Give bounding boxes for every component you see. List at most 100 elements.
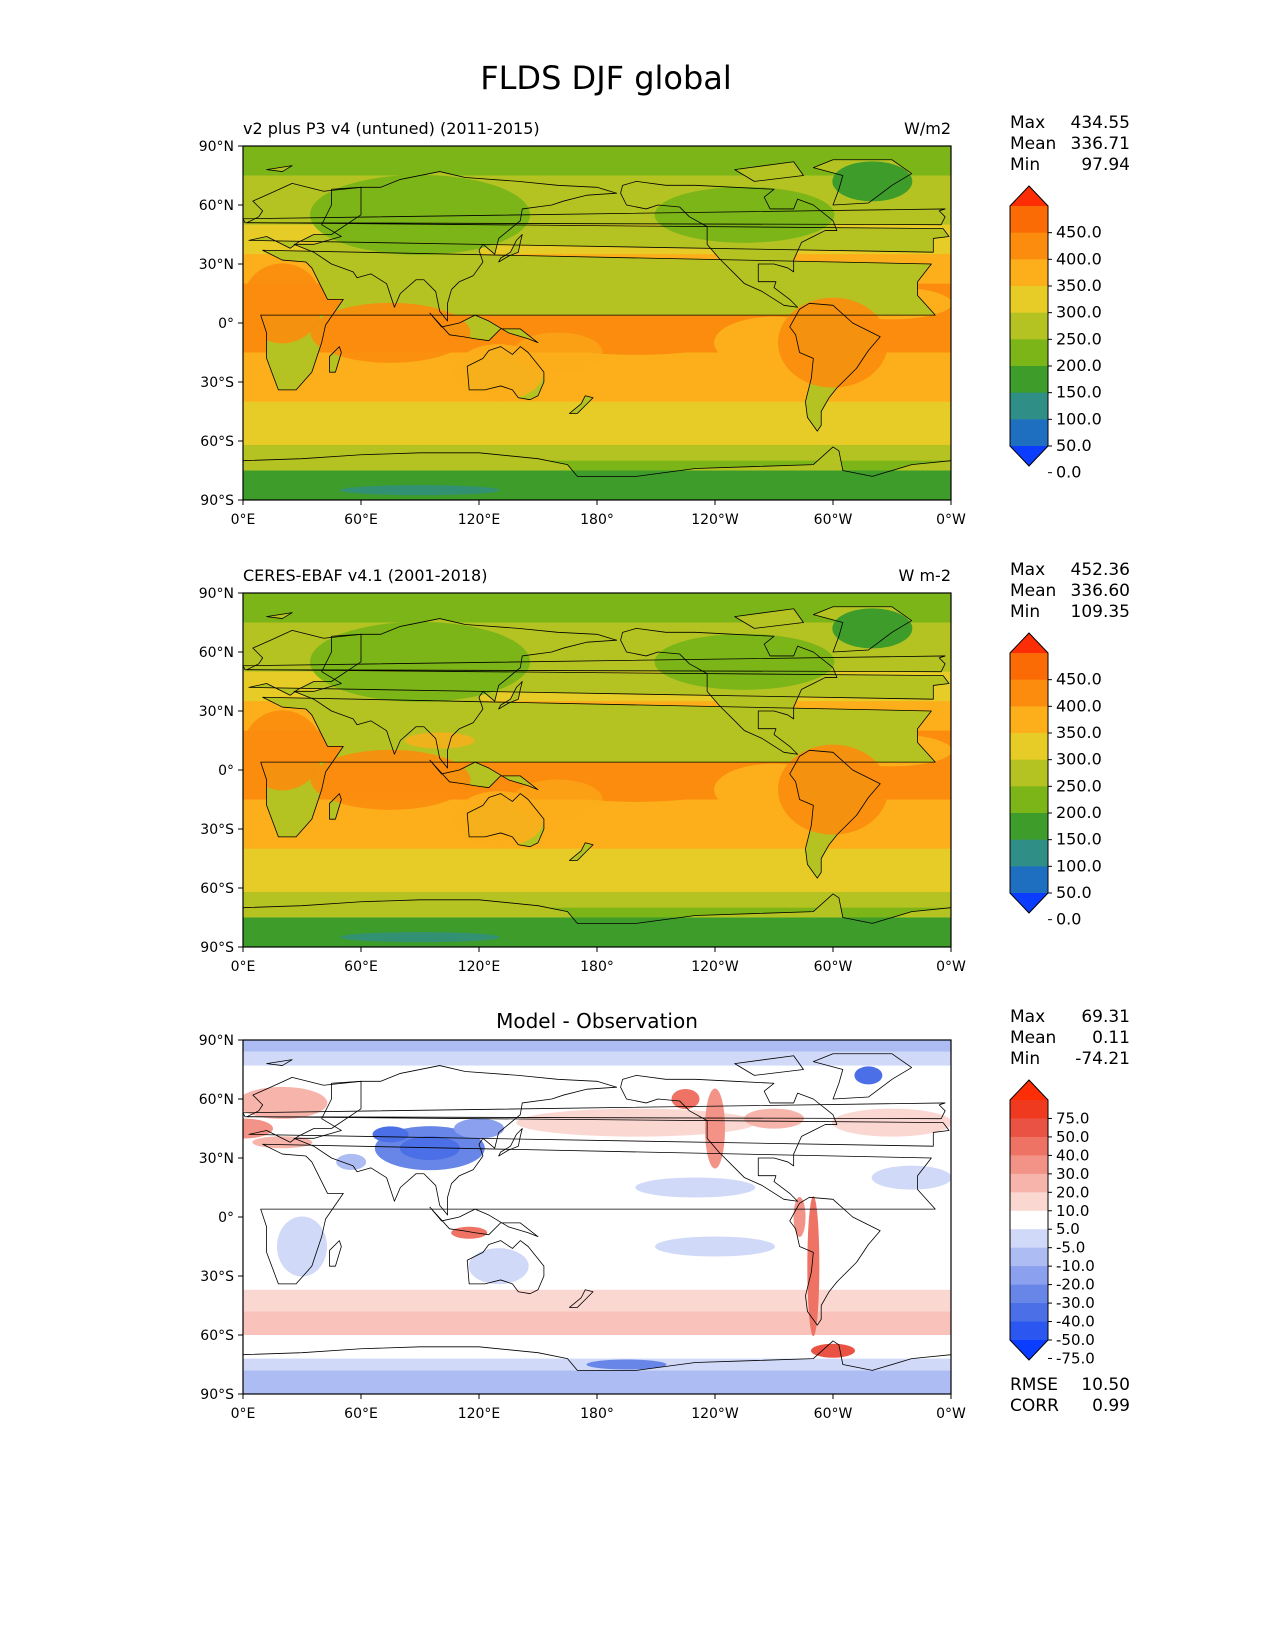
- colorbar-label: 50.0: [1056, 436, 1092, 455]
- x-tick-label: 120°E: [458, 1406, 501, 1422]
- x-tick-label: 60°W: [814, 1406, 853, 1422]
- colorbar-label: 150.0: [1056, 383, 1102, 402]
- colorbar-segment: [1010, 1266, 1048, 1286]
- x-tick-label: 180°: [580, 512, 614, 528]
- y-tick-label: 60°S: [200, 881, 234, 897]
- x-tick-label: 0°W: [936, 959, 966, 975]
- colorbar-segment: [1010, 366, 1048, 394]
- y-tick-label: 30°N: [199, 257, 234, 273]
- stat-label: Min: [1010, 602, 1040, 622]
- colorbar-segment: [1010, 1247, 1048, 1267]
- y-tick-label: 90°S: [200, 940, 234, 956]
- colorbar-label: 450.0: [1056, 670, 1102, 689]
- colorbar-extend-max: [1010, 1080, 1048, 1100]
- colorbar-label: 5.0: [1056, 1220, 1080, 1238]
- stat-value: 336.60: [1071, 581, 1130, 601]
- colorbar-segment: [1010, 419, 1048, 447]
- panel-left-title: v2 plus P3 v4 (untuned) (2011-2015): [243, 119, 540, 138]
- x-tick-label: 0°W: [936, 512, 966, 528]
- colorbar-extend-max: [1010, 633, 1048, 653]
- colorbar-extend-min: [1010, 1340, 1048, 1360]
- colorbar-segment: [1010, 232, 1048, 260]
- map-field: [243, 146, 951, 500]
- colorbar-label: -10.0: [1056, 1257, 1095, 1275]
- colorbar-segment: [1010, 206, 1048, 234]
- colorbar-label: -20.0: [1056, 1276, 1095, 1294]
- figure-title: FLDS DJF global: [480, 59, 732, 97]
- x-tick-label: 180°: [580, 1406, 614, 1422]
- colorbar-label: 75.0: [1056, 1109, 1089, 1127]
- x-tick-label: 120°E: [458, 512, 501, 528]
- x-tick-label: 60°E: [344, 959, 378, 975]
- colorbar-segment: [1010, 1229, 1048, 1249]
- colorbar-extend-max: [1010, 186, 1048, 206]
- colorbar-segment: [1010, 1100, 1048, 1119]
- colorbar: 450.0 400.0 350.0 300.0 250.0 200.0 150.0 100.0…: [1009, 632, 1102, 929]
- extra-stat-label: RMSE: [1010, 1375, 1058, 1395]
- colorbar-label: 20.0: [1056, 1183, 1089, 1201]
- x-tick-label: 0°E: [231, 1406, 256, 1422]
- colorbar-segment: [1010, 259, 1048, 287]
- stat-label: Max: [1010, 113, 1045, 133]
- colorbar-segment: [1010, 866, 1048, 894]
- x-tick-label: 120°W: [691, 1406, 739, 1422]
- y-tick-label: 0°: [218, 763, 234, 779]
- panel-1: 90°N 60°N 30°N 0° 30°S 60°S 90°S 0°E 60°E 120°E 18…: [199, 113, 1130, 528]
- colorbar-segment: [1010, 1321, 1048, 1341]
- y-tick-label: 60°N: [199, 645, 234, 661]
- colorbar-segment: [1010, 286, 1048, 314]
- panel-units: W/m2: [904, 119, 951, 138]
- colorbar-label: 300.0: [1056, 750, 1102, 769]
- colorbar-label: -50.0: [1056, 1331, 1095, 1349]
- colorbar-segment: [1010, 392, 1048, 420]
- x-tick-label: 60°W: [814, 512, 853, 528]
- x-tick-label: 0°E: [231, 512, 256, 528]
- colorbar-extend-min: [1010, 893, 1048, 913]
- panel-center-title: Model - Observation: [496, 1009, 698, 1033]
- x-tick-label: 60°E: [344, 1406, 378, 1422]
- stat-label: Mean: [1010, 581, 1056, 601]
- coastlines: [243, 1053, 951, 1394]
- colorbar-label: 0.0: [1056, 463, 1081, 482]
- stats-block: Max 434.55 Mean 336.71 Min 97.94: [1010, 113, 1130, 175]
- stat-label: Max: [1010, 560, 1045, 580]
- colorbar: 450.0 400.0 350.0 300.0 250.0 200.0 150.0 100.0…: [1009, 185, 1102, 482]
- colorbar-segment: [1010, 1136, 1048, 1156]
- colorbar-label: 250.0: [1056, 776, 1102, 795]
- y-tick-label: 60°S: [200, 434, 234, 450]
- colorbar-label: -30.0: [1056, 1294, 1095, 1312]
- y-tick-label: 30°S: [200, 1269, 234, 1285]
- y-tick-label: 60°N: [199, 198, 234, 214]
- map-field: [243, 1040, 951, 1394]
- stat-value: 69.31: [1081, 1007, 1130, 1027]
- colorbar-segment: [1010, 1192, 1048, 1212]
- extra-stat-value: 10.50: [1081, 1375, 1130, 1395]
- x-tick-label: 180°: [580, 959, 614, 975]
- y-tick-label: 30°S: [200, 375, 234, 391]
- colorbar-label: -5.0: [1056, 1239, 1085, 1257]
- colorbar-label: 300.0: [1056, 303, 1102, 322]
- colorbar-label: 350.0: [1056, 276, 1102, 295]
- colorbar-label: 450.0: [1056, 223, 1102, 242]
- colorbar-label: 50.0: [1056, 883, 1092, 902]
- colorbar-label: 100.0: [1056, 409, 1102, 428]
- colorbar-label: 40.0: [1056, 1146, 1089, 1164]
- colorbar-segment: [1010, 1155, 1048, 1175]
- colorbar-label: 10.0: [1056, 1202, 1089, 1220]
- x-tick-label: 60°W: [814, 959, 853, 975]
- colorbar-segment: [1010, 1303, 1048, 1322]
- colorbar-label: 400.0: [1056, 696, 1102, 715]
- y-tick-label: 90°N: [199, 1033, 234, 1049]
- colorbar-label: 100.0: [1056, 856, 1102, 875]
- colorbar-label: 150.0: [1056, 830, 1102, 849]
- colorbar-segment: [1010, 1210, 1048, 1230]
- y-tick-label: 90°S: [200, 1387, 234, 1403]
- colorbar-segment: [1010, 839, 1048, 867]
- y-tick-label: 60°S: [200, 1328, 234, 1344]
- colorbar-segment: [1010, 1118, 1048, 1138]
- stat-value: 0.11: [1092, 1028, 1130, 1048]
- colorbar-segment: [1010, 312, 1048, 340]
- x-tick-label: 120°W: [691, 959, 739, 975]
- coastlines: [243, 606, 951, 947]
